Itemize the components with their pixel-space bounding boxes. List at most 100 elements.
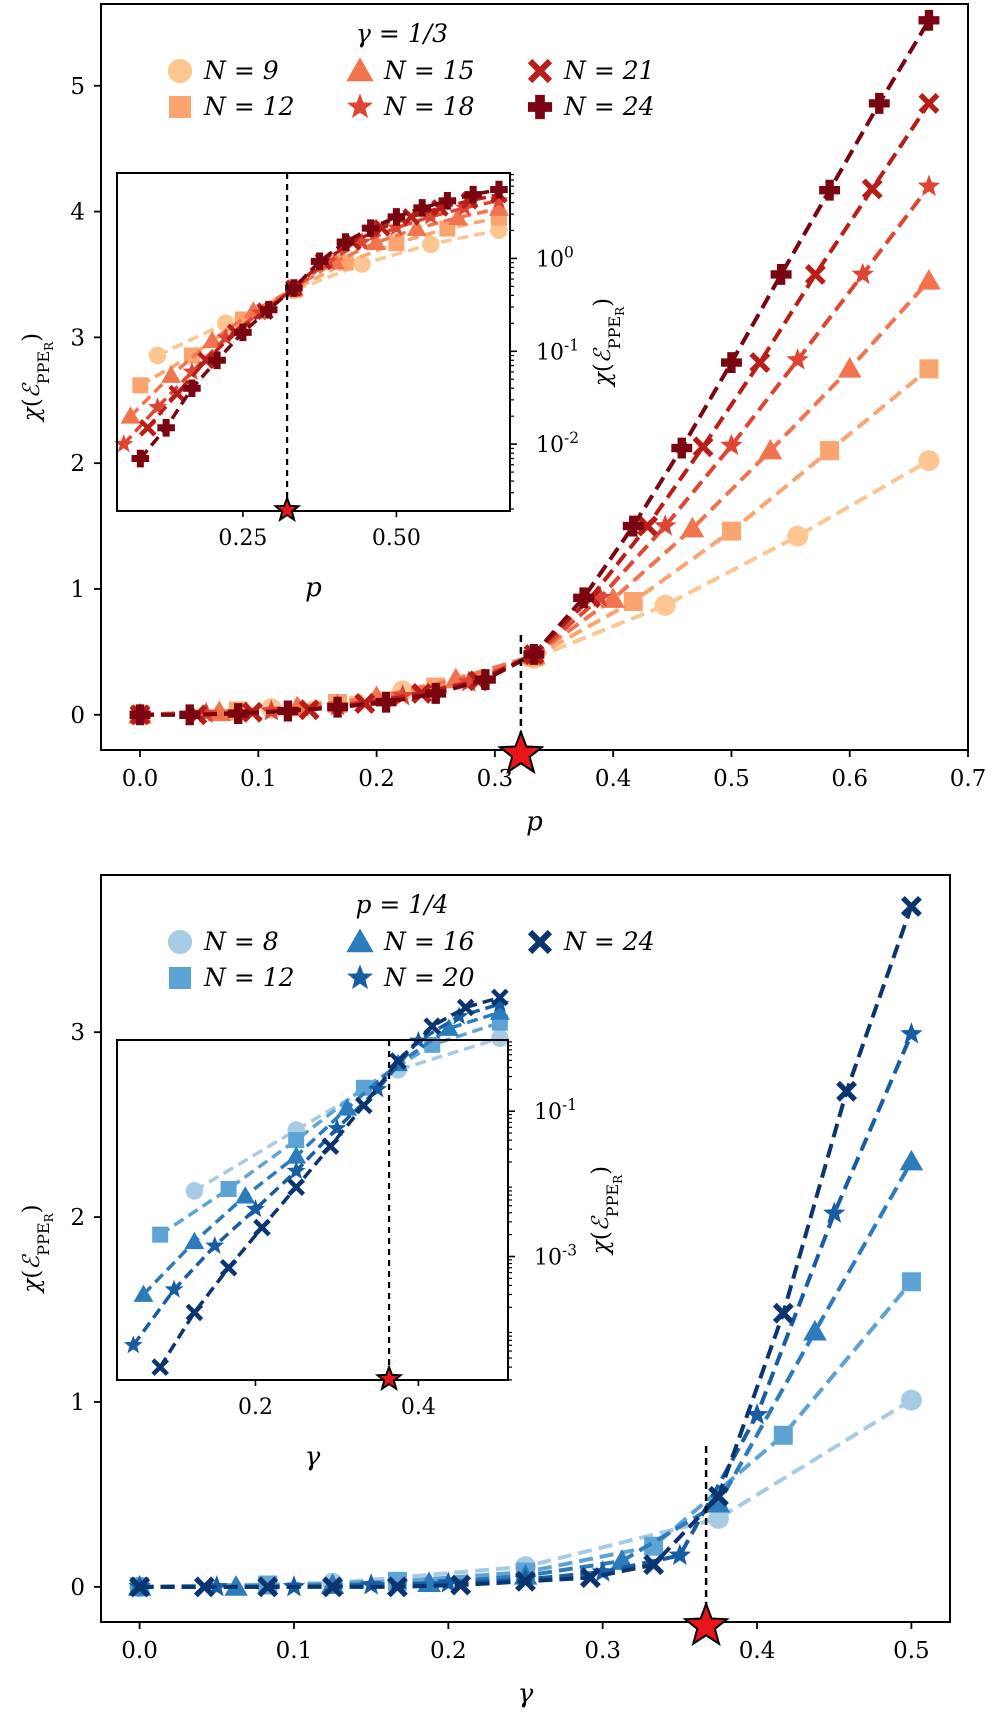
data-point bbox=[787, 525, 809, 547]
data-point bbox=[450, 1574, 472, 1596]
inset-data-point bbox=[421, 235, 440, 254]
inset-data-point bbox=[421, 206, 441, 225]
data-point bbox=[770, 264, 792, 285]
x-tick-label: 0.6 bbox=[831, 766, 868, 792]
inset-data-point bbox=[388, 235, 405, 252]
data-point bbox=[706, 1491, 731, 1513]
legend-marker bbox=[347, 93, 373, 119]
inset-data-point bbox=[132, 377, 149, 394]
inset-x-tick-label: 0.25 bbox=[218, 526, 267, 551]
bottom-panel: 0.0 0.1 0.2 0.3 0.4 0.5 0 1 2 3 γ χ(ℰPPER) p = 1/4 N … bbox=[19, 874, 951, 1709]
x-tick-label: 0.4 bbox=[739, 1638, 776, 1664]
inset-data-point bbox=[361, 219, 380, 237]
data-point bbox=[900, 1389, 922, 1411]
legend-label: N = 15 bbox=[383, 56, 475, 85]
data-point bbox=[654, 514, 677, 536]
inset-data-point bbox=[185, 1182, 204, 1200]
inset-data-point bbox=[489, 190, 509, 209]
data-point bbox=[179, 704, 201, 726]
data-point bbox=[773, 1425, 793, 1445]
inset-data-point bbox=[202, 330, 223, 349]
inset-data-point bbox=[182, 361, 202, 380]
inset-data-point bbox=[456, 998, 475, 1017]
x-tick-label: 0.5 bbox=[893, 1638, 930, 1664]
data-point bbox=[643, 1554, 665, 1576]
y-tick-label: 1 bbox=[70, 1390, 85, 1416]
data-point bbox=[437, 1571, 460, 1593]
data-point bbox=[359, 1573, 383, 1595]
inset-y-tick-label: 10-1 bbox=[534, 1096, 577, 1125]
inset-frame bbox=[116, 1039, 509, 1381]
legend-label: N = 21 bbox=[563, 56, 655, 85]
legend-title: p = 1/4 bbox=[355, 890, 448, 919]
data-point bbox=[654, 594, 676, 616]
legend-label: N = 16 bbox=[383, 927, 475, 956]
inset-data-point bbox=[491, 988, 509, 1007]
data-point bbox=[591, 1560, 614, 1582]
inset-data-point bbox=[337, 1098, 358, 1116]
data-point bbox=[745, 1403, 769, 1425]
data-point bbox=[515, 1570, 536, 1592]
inset-data-point bbox=[389, 1052, 407, 1070]
inset-data-point bbox=[114, 434, 134, 453]
inset-x-tick-label: 0.50 bbox=[372, 526, 421, 551]
inset-data-point bbox=[372, 219, 391, 237]
data-point bbox=[917, 174, 941, 196]
inset-data-point bbox=[355, 1079, 372, 1096]
data-point bbox=[900, 1022, 923, 1044]
legend-title: γ = 1/3 bbox=[356, 19, 448, 48]
inset-data-point bbox=[287, 1178, 306, 1196]
series-group bbox=[128, 9, 941, 726]
data-point bbox=[851, 262, 874, 284]
legend-marker bbox=[347, 964, 373, 990]
inset-y-tick-label: 10-2 bbox=[536, 429, 579, 458]
inset-data-point bbox=[447, 207, 468, 226]
inset-data-point bbox=[161, 365, 181, 383]
inset-data-point bbox=[490, 180, 508, 199]
inset-critical-star bbox=[272, 495, 302, 523]
data-point bbox=[601, 587, 625, 608]
data-point bbox=[193, 1576, 215, 1598]
data-point bbox=[129, 704, 151, 726]
data-point bbox=[129, 1576, 151, 1598]
data-point bbox=[720, 433, 743, 456]
inset-x-tick-label: 0.2 bbox=[238, 1395, 273, 1420]
data-point bbox=[823, 1201, 846, 1223]
data-point bbox=[474, 669, 496, 690]
inset-y-tick-label: 10-3 bbox=[534, 1241, 577, 1270]
inset-data-point bbox=[355, 1096, 373, 1115]
data-point bbox=[918, 92, 940, 114]
data-point bbox=[354, 693, 376, 714]
data-point bbox=[819, 179, 841, 201]
inset-y-tick-label: 10-1 bbox=[536, 336, 579, 365]
inset-x-axis-label: p bbox=[305, 573, 322, 603]
inset-data-point bbox=[353, 255, 371, 273]
y-tick-label: 5 bbox=[70, 74, 85, 100]
legend-marker bbox=[167, 58, 193, 84]
inset-data-point bbox=[286, 1161, 306, 1180]
legend-marker bbox=[167, 929, 193, 955]
data-point bbox=[588, 586, 612, 608]
inset-data-point bbox=[286, 1146, 307, 1164]
inset-data-point bbox=[208, 351, 226, 370]
data-point bbox=[868, 92, 890, 114]
legend-label: N = 24 bbox=[563, 927, 655, 956]
inset-series-line bbox=[129, 206, 500, 418]
inset-data-point bbox=[327, 1118, 347, 1137]
y-tick-label: 1 bbox=[70, 577, 85, 603]
inset-data-point bbox=[185, 1303, 204, 1322]
y-tick-label: 0 bbox=[70, 1575, 85, 1601]
inset-data-point bbox=[259, 300, 278, 319]
legend-marker bbox=[169, 96, 191, 118]
data-point bbox=[918, 450, 940, 472]
legend-label: N = 8 bbox=[203, 927, 279, 956]
inset-data-point bbox=[336, 233, 355, 251]
inset-frame bbox=[116, 172, 511, 512]
inset-data-point bbox=[321, 1137, 340, 1155]
data-point bbox=[680, 516, 705, 538]
data-point bbox=[227, 703, 249, 724]
data-point bbox=[720, 352, 742, 373]
data-point bbox=[671, 437, 693, 459]
inset-data-point bbox=[423, 1017, 442, 1035]
